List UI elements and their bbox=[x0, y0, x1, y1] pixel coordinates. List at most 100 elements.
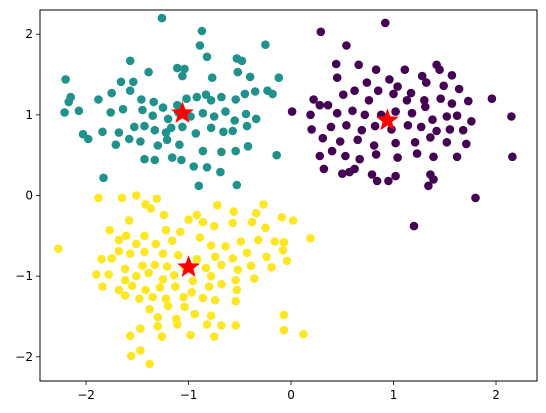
data-point-cluster-3 bbox=[151, 239, 161, 249]
data-point-cluster-2 bbox=[61, 75, 70, 84]
data-point-cluster-3 bbox=[162, 262, 172, 271]
data-point-cluster-1 bbox=[341, 151, 350, 161]
data-point-cluster-3 bbox=[176, 227, 185, 237]
data-point-cluster-3 bbox=[251, 208, 261, 218]
x-tick-label: 2 bbox=[492, 388, 500, 402]
data-point-cluster-1 bbox=[412, 149, 422, 158]
data-point-cluster-2 bbox=[74, 106, 84, 116]
data-point-cluster-1 bbox=[436, 94, 446, 103]
data-point-cluster-1 bbox=[309, 95, 318, 104]
data-point-cluster-3 bbox=[217, 260, 226, 270]
y-tick-label: 2 bbox=[25, 27, 33, 41]
data-point-cluster-3 bbox=[270, 237, 280, 246]
data-point-cluster-3 bbox=[174, 250, 183, 260]
data-point-cluster-3 bbox=[306, 233, 315, 243]
data-point-cluster-1 bbox=[464, 96, 473, 106]
data-point-cluster-3 bbox=[282, 256, 292, 266]
data-point-cluster-2 bbox=[175, 140, 184, 149]
data-point-cluster-2 bbox=[202, 52, 212, 62]
data-point-cluster-3 bbox=[198, 293, 208, 303]
data-point-cluster-2 bbox=[268, 89, 277, 99]
data-point-cluster-3 bbox=[105, 225, 114, 235]
data-point-cluster-3 bbox=[114, 235, 124, 245]
data-point-cluster-3 bbox=[288, 216, 298, 225]
data-point-cluster-1 bbox=[342, 121, 351, 130]
points-layer bbox=[54, 13, 517, 369]
data-point-cluster-3 bbox=[279, 310, 289, 320]
data-point-cluster-3 bbox=[262, 252, 271, 262]
data-point-cluster-1 bbox=[391, 171, 400, 181]
data-point-cluster-1 bbox=[429, 152, 438, 162]
data-point-cluster-3 bbox=[161, 294, 171, 304]
data-point-cluster-1 bbox=[357, 125, 367, 135]
data-point-cluster-3 bbox=[228, 218, 237, 228]
data-point-cluster-1 bbox=[402, 96, 412, 105]
data-point-cluster-3 bbox=[125, 249, 135, 258]
data-point-cluster-2 bbox=[167, 153, 177, 162]
data-point-cluster-2 bbox=[182, 94, 191, 103]
data-point-cluster-2 bbox=[231, 95, 240, 104]
x-tick-label: −1 bbox=[180, 388, 198, 402]
data-point-cluster-3 bbox=[97, 254, 106, 264]
y-tick-label: −1 bbox=[15, 269, 33, 283]
data-point-cluster-1 bbox=[348, 106, 357, 116]
data-point-cluster-2 bbox=[140, 154, 149, 164]
data-point-cluster-2 bbox=[243, 142, 253, 151]
data-point-cluster-3 bbox=[120, 264, 130, 274]
data-point-cluster-2 bbox=[217, 92, 226, 102]
data-point-cluster-3 bbox=[54, 244, 63, 253]
data-point-cluster-3 bbox=[278, 246, 288, 255]
data-point-cluster-1 bbox=[406, 88, 416, 98]
data-point-cluster-3 bbox=[201, 263, 211, 273]
data-point-cluster-3 bbox=[192, 254, 202, 264]
data-point-cluster-1 bbox=[403, 121, 413, 130]
data-point-cluster-2 bbox=[111, 140, 121, 149]
data-point-cluster-1 bbox=[416, 122, 426, 132]
data-point-cluster-3 bbox=[247, 217, 257, 227]
data-point-cluster-1 bbox=[381, 18, 390, 28]
data-point-cluster-3 bbox=[155, 283, 165, 292]
data-point-cluster-3 bbox=[146, 204, 155, 213]
data-point-cluster-2 bbox=[116, 77, 126, 87]
data-point-cluster-1 bbox=[442, 112, 452, 121]
data-point-cluster-3 bbox=[246, 261, 256, 271]
data-point-cluster-3 bbox=[132, 239, 141, 249]
data-point-cluster-3 bbox=[124, 216, 134, 225]
data-point-cluster-3 bbox=[153, 321, 163, 331]
data-point-cluster-3 bbox=[267, 263, 276, 272]
data-point-cluster-3 bbox=[180, 302, 189, 312]
data-point-cluster-2 bbox=[178, 71, 187, 81]
data-point-cluster-2 bbox=[173, 100, 182, 110]
data-point-cluster-3 bbox=[158, 275, 168, 284]
data-point-cluster-1 bbox=[391, 107, 400, 116]
data-point-cluster-2 bbox=[94, 95, 103, 104]
data-point-cluster-1 bbox=[307, 125, 316, 134]
data-point-cluster-1 bbox=[355, 154, 365, 164]
data-point-cluster-3 bbox=[163, 301, 173, 311]
data-point-cluster-2 bbox=[240, 89, 250, 99]
data-point-cluster-2 bbox=[233, 67, 243, 77]
centroid-star-3 bbox=[177, 255, 200, 277]
data-point-cluster-2 bbox=[195, 41, 205, 50]
data-point-cluster-1 bbox=[417, 71, 427, 81]
data-point-cluster-1 bbox=[332, 108, 342, 118]
data-point-cluster-3 bbox=[125, 331, 135, 341]
data-point-cluster-2 bbox=[237, 56, 247, 66]
data-point-cluster-1 bbox=[420, 96, 429, 105]
data-point-cluster-1 bbox=[426, 133, 435, 142]
data-point-cluster-1 bbox=[315, 100, 325, 110]
data-point-cluster-3 bbox=[127, 281, 137, 291]
data-point-cluster-2 bbox=[129, 77, 138, 87]
data-point-cluster-3 bbox=[209, 221, 219, 231]
data-point-cluster-1 bbox=[384, 176, 393, 186]
data-point-cluster-1 bbox=[371, 150, 381, 159]
axes-layer: −2 −1 0 1 2 −2 −1 0 1 2 bbox=[15, 27, 500, 402]
data-point-cluster-3 bbox=[242, 248, 252, 258]
data-point-cluster-2 bbox=[166, 123, 176, 133]
data-point-cluster-2 bbox=[228, 126, 237, 136]
data-point-cluster-2 bbox=[245, 72, 255, 82]
data-point-cluster-1 bbox=[332, 73, 342, 82]
data-point-cluster-1 bbox=[507, 112, 516, 121]
data-point-cluster-3 bbox=[179, 292, 188, 302]
centroid-star-1 bbox=[171, 101, 194, 123]
